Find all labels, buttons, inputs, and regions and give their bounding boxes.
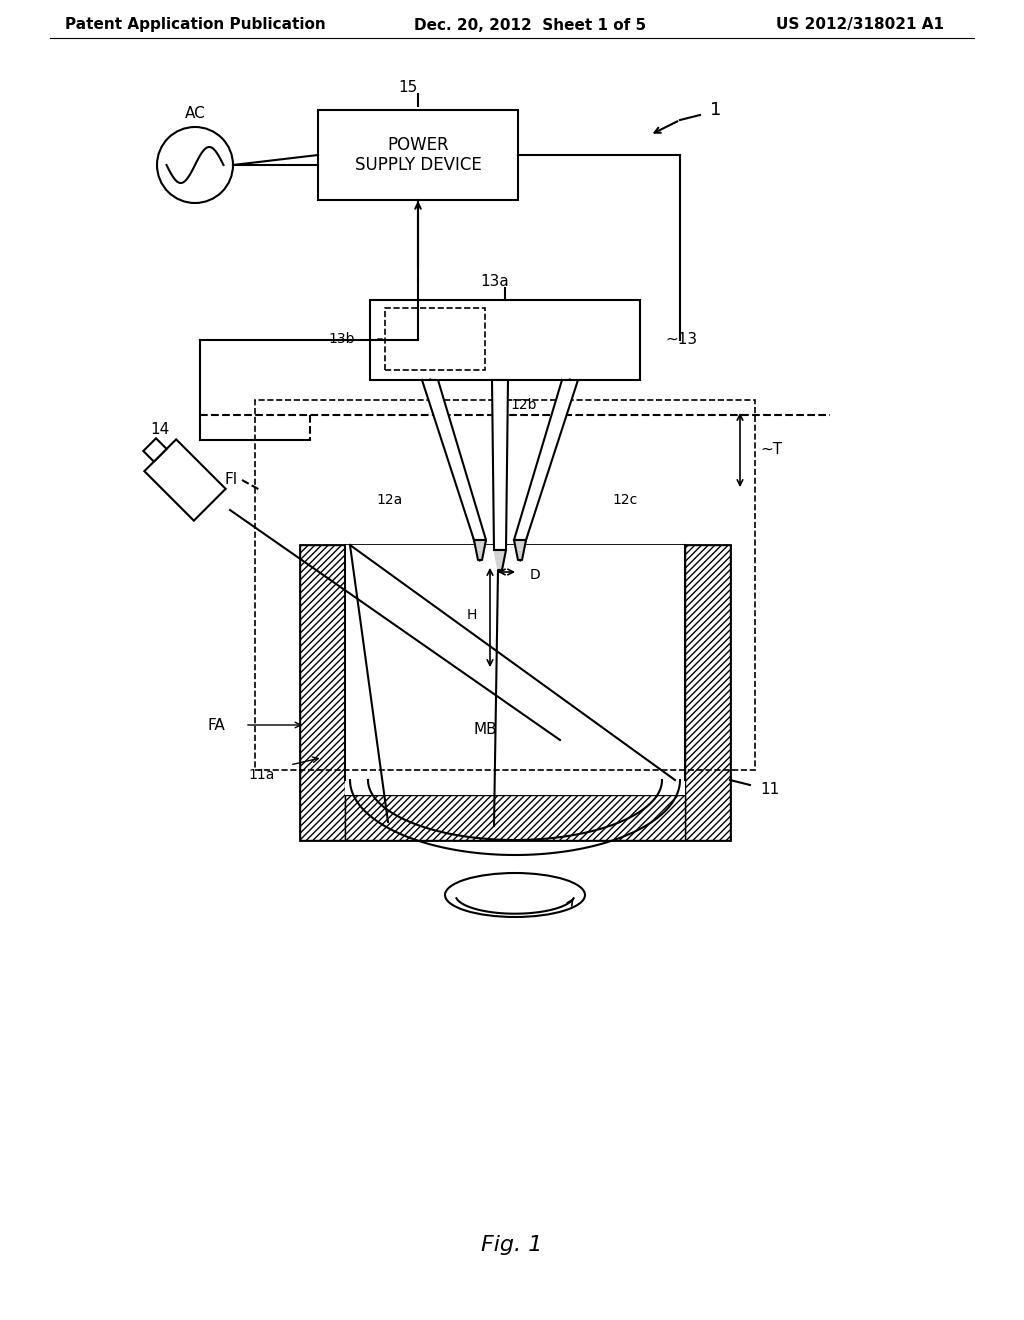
- Text: 11a: 11a: [249, 768, 275, 781]
- Text: D: D: [530, 568, 541, 582]
- Bar: [345, 795, 685, 840]
- Polygon shape: [514, 380, 578, 540]
- Text: 13b: 13b: [329, 333, 355, 346]
- Polygon shape: [474, 540, 486, 560]
- Bar: [345, 545, 685, 795]
- Text: 15: 15: [398, 81, 418, 95]
- Text: 12b: 12b: [510, 399, 537, 412]
- Text: ~T: ~T: [760, 442, 782, 458]
- Polygon shape: [144, 440, 225, 520]
- Polygon shape: [492, 380, 508, 550]
- Text: 14: 14: [151, 422, 170, 437]
- Ellipse shape: [445, 873, 585, 917]
- Text: AC: AC: [184, 106, 206, 120]
- Text: 12a: 12a: [377, 492, 403, 507]
- Bar: [300, 545, 345, 840]
- Text: 1: 1: [710, 102, 721, 119]
- Bar: [300, 545, 730, 840]
- Text: POWER
SUPPLY DEVICE: POWER SUPPLY DEVICE: [354, 136, 481, 174]
- Text: FA: FA: [207, 718, 225, 733]
- Text: US 2012/318021 A1: US 2012/318021 A1: [776, 17, 944, 33]
- Polygon shape: [422, 380, 486, 540]
- Bar: [255, 400, 755, 770]
- Text: H: H: [467, 609, 477, 622]
- Polygon shape: [514, 540, 526, 560]
- Bar: [370, 300, 640, 380]
- Text: Dec. 20, 2012  Sheet 1 of 5: Dec. 20, 2012 Sheet 1 of 5: [414, 17, 646, 33]
- Polygon shape: [494, 550, 506, 570]
- Text: 13a: 13a: [480, 275, 509, 289]
- Text: Patent Application Publication: Patent Application Publication: [65, 17, 326, 33]
- Polygon shape: [143, 438, 167, 462]
- Text: ~13: ~13: [665, 333, 697, 347]
- Bar: [685, 545, 730, 840]
- Text: 11: 11: [760, 783, 779, 797]
- Text: MB: MB: [473, 722, 497, 738]
- Text: FI: FI: [224, 473, 238, 487]
- Text: 12c: 12c: [612, 492, 638, 507]
- Text: Fig. 1: Fig. 1: [481, 1236, 543, 1255]
- Bar: [318, 110, 518, 201]
- Bar: [385, 308, 485, 370]
